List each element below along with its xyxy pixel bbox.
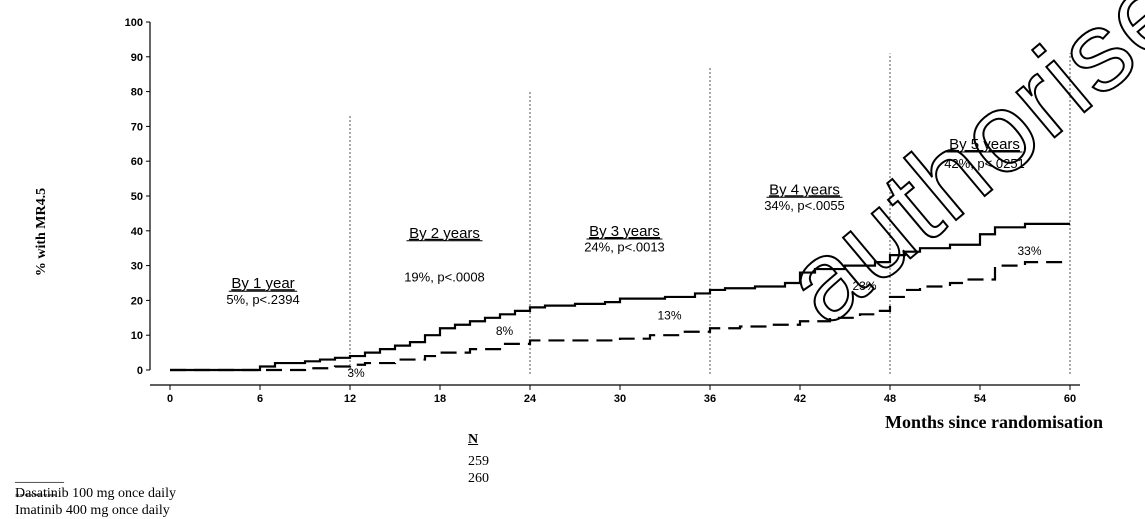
y-tick-label: 0 <box>137 365 143 377</box>
legend-line-dashed: --------- <box>15 487 57 502</box>
milestone-title: By 4 years <box>769 181 840 198</box>
milestone-title: By 3 years <box>589 223 660 240</box>
imatinib-percent-label: 23% <box>852 279 876 293</box>
milestone-stat: 5%, p<.2394 <box>226 292 299 307</box>
y-tick-label: 40 <box>131 226 143 238</box>
legend-label-imatinib: Imatinib 400 mg once daily <box>15 503 170 518</box>
milestone-title: By 1 year <box>231 275 294 292</box>
milestone-stat: 34%, p<.0055 <box>764 198 845 213</box>
dasatinib-series-line <box>170 222 1070 372</box>
y-tick-label: 70 <box>131 121 143 133</box>
y-tick-label: 100 <box>125 17 143 29</box>
x-tick-label: 54 <box>974 393 987 405</box>
y-tick-label: 30 <box>131 261 143 273</box>
y-tick-label: 10 <box>131 330 143 342</box>
x-tick-label: 24 <box>524 393 537 405</box>
x-tick-label: 42 <box>794 393 806 405</box>
y-tick-label: 60 <box>131 156 143 168</box>
legend-row-imatinib: --------- Imatinib 400 mg once daily <box>8 471 170 519</box>
y-tick-label: 90 <box>131 52 143 64</box>
x-tick-label: 6 <box>257 393 263 405</box>
imatinib-percent-label: 33% <box>1017 244 1041 258</box>
y-axis-label: % with MR4.5 <box>34 188 49 276</box>
legend-n-imatinib: 260 <box>468 471 489 486</box>
legend-line-solid: _______ <box>15 470 64 485</box>
y-tick-label: 80 <box>131 87 143 99</box>
x-tick-label: 48 <box>884 393 896 405</box>
imatinib-percent-label: 13% <box>657 309 681 323</box>
kaplan-meier-chart: % with MR4.5 Months since randomisation … <box>34 17 1103 432</box>
imatinib-series-line <box>170 261 1070 372</box>
milestone-title: By 2 years <box>409 225 480 242</box>
legend-n-header: N <box>468 432 479 447</box>
x-tick-label: 30 <box>614 393 626 405</box>
imatinib-percent-label: 3% <box>347 366 365 380</box>
y-tick-label: 50 <box>131 191 143 203</box>
x-tick-label: 18 <box>434 393 446 405</box>
milestone-stat: 42%, p<.0251 <box>944 156 1025 171</box>
imatinib-percent-label: 8% <box>496 324 514 338</box>
x-tick-label: 12 <box>344 393 356 405</box>
x-axis-label: Months since randomisation <box>885 412 1103 432</box>
milestone-stat: 24%, p<.0013 <box>584 240 665 255</box>
x-tick-label: 36 <box>704 393 716 405</box>
y-tick-label: 20 <box>131 295 143 307</box>
x-tick-label: 0 <box>167 393 173 405</box>
milestone-markers <box>349 53 1071 374</box>
series-lines <box>170 222 1070 372</box>
axes: 0 10 20 30 40 50 60 70 80 90 100 0 6 12 18 24 30 36 42 48 54… <box>125 17 1080 405</box>
legend-n-dasatinib: 259 <box>468 454 489 469</box>
x-tick-label: 60 <box>1064 393 1076 405</box>
milestone-stat: 19%, p<.0008 <box>404 269 485 284</box>
milestone-title: By 5 years <box>949 136 1020 153</box>
